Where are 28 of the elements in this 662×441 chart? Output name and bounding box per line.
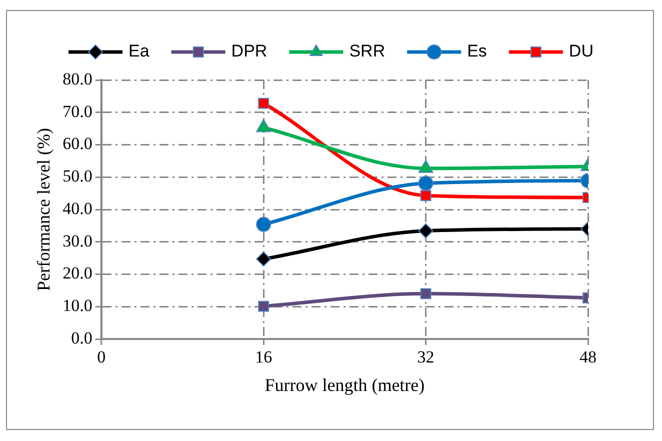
y-tick-label: 40.0 bbox=[62, 198, 92, 218]
legend-label: Es bbox=[467, 42, 487, 61]
point bbox=[420, 288, 432, 300]
y-tick-label: 10.0 bbox=[62, 296, 92, 316]
y-tick-label: 60.0 bbox=[62, 134, 92, 154]
y-tick-label: 30.0 bbox=[62, 231, 92, 250]
point bbox=[258, 300, 270, 312]
point bbox=[258, 98, 270, 109]
point bbox=[418, 223, 434, 238]
y-tick-label: 80.0 bbox=[62, 69, 92, 88]
point bbox=[418, 176, 434, 191]
x-tick-label: 48 bbox=[580, 348, 596, 367]
point bbox=[256, 216, 272, 232]
y-tick-label: 70.0 bbox=[62, 102, 92, 121]
y-axis-title: Performance level (%) bbox=[34, 128, 54, 291]
x-tick-label: 16 bbox=[255, 348, 272, 367]
y-tick-label: 0.0 bbox=[71, 328, 92, 348]
point bbox=[420, 190, 432, 202]
legend-label: SRR bbox=[349, 42, 386, 61]
y-tick-label: 20.0 bbox=[62, 264, 92, 283]
legend-label: DU bbox=[568, 42, 594, 61]
y-tick-label: 50.0 bbox=[62, 166, 92, 186]
x-tick-label: 0 bbox=[97, 348, 106, 367]
legend-label: DPR bbox=[231, 42, 268, 61]
point bbox=[256, 252, 272, 267]
legend-label: Ea bbox=[128, 42, 150, 61]
x-axis-title: Furrow length (metre) bbox=[264, 374, 425, 395]
x-tick-label: 32 bbox=[417, 348, 434, 367]
